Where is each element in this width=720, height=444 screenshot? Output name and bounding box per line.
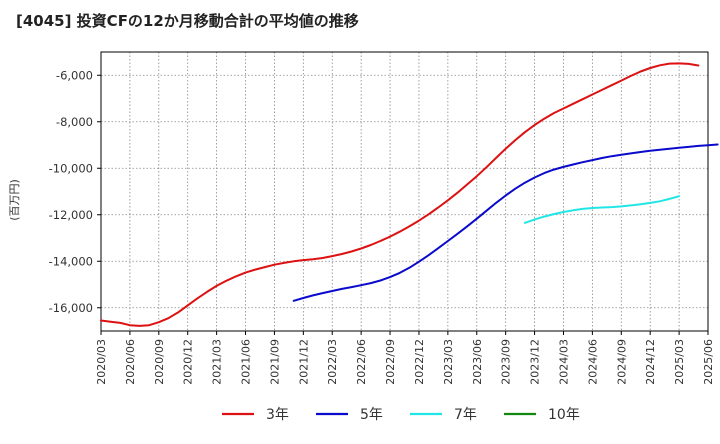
y-tick-label: -8,000 [56, 115, 93, 129]
x-tick-label: 2024/06 [586, 339, 599, 385]
legend-label: 10年 [548, 407, 580, 423]
x-tick-label: 2025/03 [673, 339, 686, 385]
x-tick-label: 2023/03 [442, 339, 455, 385]
x-tick-label: 2021/03 [211, 339, 224, 385]
legend: 3年 5年 7年 10年 [222, 407, 580, 423]
x-tick-label: 2021/12 [297, 339, 310, 385]
x-tick-label: 2022/09 [384, 339, 397, 385]
series-line [100, 62, 700, 327]
x-tick-label: 2025/06 [702, 339, 715, 385]
plot-background [101, 52, 708, 331]
legend-label: 7年 [454, 407, 477, 423]
x-tick-label: 2020/12 [182, 339, 195, 385]
chart-title: [4045] 投資CFの12か月移動合計の平均値の推移 [16, 12, 359, 30]
x-tick-label: 2023/09 [500, 339, 513, 385]
series-layer [100, 62, 719, 327]
x-tick-label: 2023/06 [471, 339, 484, 385]
x-tick-label: 2020/06 [124, 339, 137, 385]
x-tick-label: 2024/03 [557, 339, 570, 385]
plot-frame [100, 51, 709, 332]
y-tick-label: -6,000 [56, 68, 93, 82]
series-line [523, 195, 681, 224]
y-axis-label: (百万円) [8, 179, 21, 221]
x-tick-label: 2021/06 [240, 339, 253, 385]
y-tick-label: -16,000 [49, 301, 93, 315]
legend-label: 3年 [266, 407, 289, 423]
x-tick-label: 2020/03 [95, 339, 108, 385]
plot-area [101, 52, 708, 331]
grid-layer [100, 52, 709, 331]
series-line [292, 143, 719, 302]
x-tick-label: 2022/12 [413, 339, 426, 385]
x-tick-label: 2022/06 [355, 339, 368, 385]
y-tick-label: -12,000 [49, 208, 93, 222]
x-tick-label: 2021/09 [268, 339, 281, 385]
legend-label: 5年 [360, 407, 383, 423]
axis-layer: -6,000 -8,000 -10,000 -12,000 -14,000 -16,000… [49, 51, 715, 385]
y-tick-label: -10,000 [49, 161, 93, 175]
x-tick-label: 2023/12 [529, 339, 542, 385]
x-tick-label: 2024/09 [615, 339, 628, 385]
x-tick-label: 2024/12 [644, 339, 657, 385]
x-tick-label: 2022/03 [326, 339, 339, 385]
y-tick-label: -14,000 [49, 254, 93, 268]
x-tick-label: 2020/09 [153, 339, 166, 385]
